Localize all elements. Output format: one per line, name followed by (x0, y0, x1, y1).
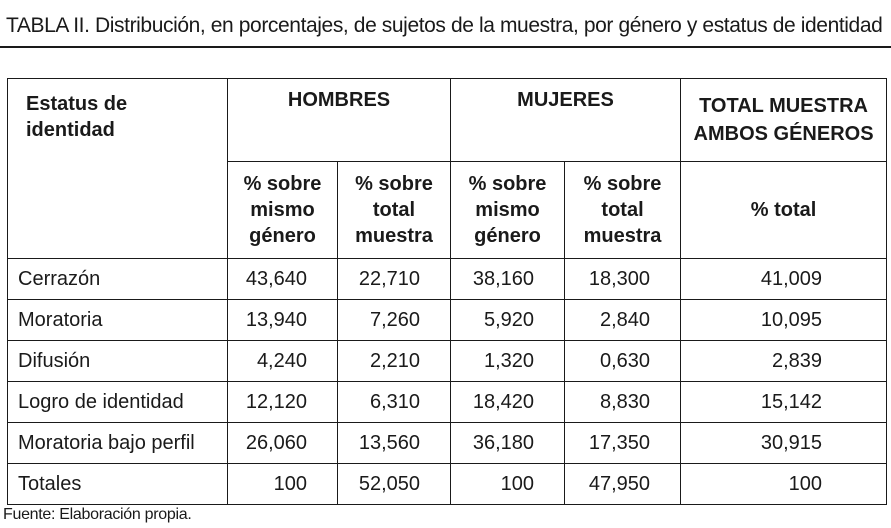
subheader-line: % sobre (243, 173, 322, 195)
table-row: Difusión 4,240 2,210 1,320 0,630 2,839 (7, 340, 888, 382)
table-row: Moratoria bajo perfil 26,060 13,560 36,180 1… (7, 422, 888, 464)
row-label: Moratoria bajo perfil (7, 422, 228, 464)
cell-value: 36,180 (450, 422, 566, 464)
subheader-line: género (249, 225, 316, 247)
table-row: Moratoria 13,940 7,260 5,920 2,840 10,095 (7, 299, 888, 341)
cell-value: 10,095 (680, 299, 888, 341)
cell-value: 30,915 (680, 422, 888, 464)
group-header-hombres: HOMBRES (226, 78, 452, 162)
cell-value: 38,160 (450, 258, 566, 300)
source-note: Fuente: Elaboración propia. (3, 506, 192, 523)
cell-value: 100 (680, 463, 888, 505)
cell-value: 4,240 (227, 340, 338, 382)
cell-value: 1,320 (450, 340, 566, 382)
cell-value: 2,840 (564, 299, 682, 341)
table-caption: TABLA II. Distribución, en porcentajes, … (0, 0, 891, 48)
table-row: Logro de identidad 12,120 6,310 18,420 8,830… (7, 381, 888, 423)
subheader-hombres-mismo: % sobre mismo género (227, 161, 338, 259)
subheader-total: % total (680, 161, 888, 259)
stub-header: Estatus de identidad (7, 78, 228, 259)
cell-value: 7,260 (336, 299, 452, 341)
cell-value: 5,920 (450, 299, 566, 341)
cell-value: 47,950 (564, 463, 682, 505)
subheader-line: % sobre (468, 173, 547, 195)
cell-value: 8,830 (564, 381, 682, 423)
cell-value: 43,640 (227, 258, 338, 300)
row-label: Difusión (7, 340, 228, 382)
cell-value: 0,630 (564, 340, 682, 382)
cell-value: 13,560 (336, 422, 452, 464)
caption-label: TABLA II. (6, 14, 90, 37)
cell-value: 2,210 (336, 340, 452, 382)
subheader-line: muestra (355, 225, 433, 247)
subheader-line: género (474, 225, 541, 247)
cell-value: 6,310 (336, 381, 452, 423)
row-label: Cerrazón (7, 258, 228, 300)
subheader-line: total (372, 199, 416, 221)
row-label: Logro de identidad (7, 381, 228, 423)
group-header-total-line2: AMBOS GÉNEROS (693, 123, 874, 145)
table-body: Cerrazón 43,640 22,710 38,160 18,300 41,009 Mo… (7, 258, 888, 505)
cell-value: 52,050 (336, 463, 452, 505)
table-row: Totales 100 52,050 100 47,950 100 (7, 463, 888, 505)
subheader-mujeres-total: % sobre total muestra (564, 161, 682, 259)
cell-value: 18,300 (564, 258, 682, 300)
group-header-total: TOTAL MUESTRA AMBOS GÉNEROS (680, 78, 888, 162)
subheader-line: total (601, 199, 644, 221)
subheader-mujeres-mismo: % sobre mismo género (450, 161, 566, 259)
cell-value: 26,060 (227, 422, 338, 464)
cell-value: 13,940 (227, 299, 338, 341)
table-row: Cerrazón 43,640 22,710 38,160 18,300 41,009 (7, 258, 888, 300)
group-header-total-line1: TOTAL MUESTRA (699, 95, 868, 117)
cell-value: 12,120 (227, 381, 338, 423)
subheader-line: muestra (583, 225, 662, 247)
stub-header-line1: Estatus de (26, 93, 128, 115)
group-header-mujeres: MUJERES (450, 78, 682, 162)
stub-header-line2: identidad (26, 119, 115, 141)
cell-value: 100 (450, 463, 566, 505)
caption-text: Distribución, en porcentajes, de sujetos… (95, 14, 883, 37)
data-table: Estatus de identidad HOMBRES MUJERES TOT… (7, 78, 888, 505)
cell-value: 15,142 (680, 381, 888, 423)
header-row-groups: Estatus de identidad HOMBRES MUJERES TOT… (7, 78, 888, 259)
subheader-line: mismo (475, 199, 540, 221)
subheader-hombres-total: % sobre total muestra (336, 161, 452, 259)
subheader-line: % sobre (583, 173, 662, 195)
subheader-line: % sobre (355, 173, 433, 195)
cell-value: 22,710 (336, 258, 452, 300)
header-row-sub: % sobre mismo género % sobre total muest… (8, 161, 888, 259)
cell-value: 100 (227, 463, 338, 505)
row-label: Moratoria (7, 299, 228, 341)
row-label: Totales (7, 463, 228, 505)
cell-value: 41,009 (680, 258, 888, 300)
subheader-line: mismo (250, 199, 315, 221)
cell-value: 2,839 (680, 340, 888, 382)
cell-value: 17,350 (564, 422, 682, 464)
cell-value: 18,420 (450, 381, 566, 423)
